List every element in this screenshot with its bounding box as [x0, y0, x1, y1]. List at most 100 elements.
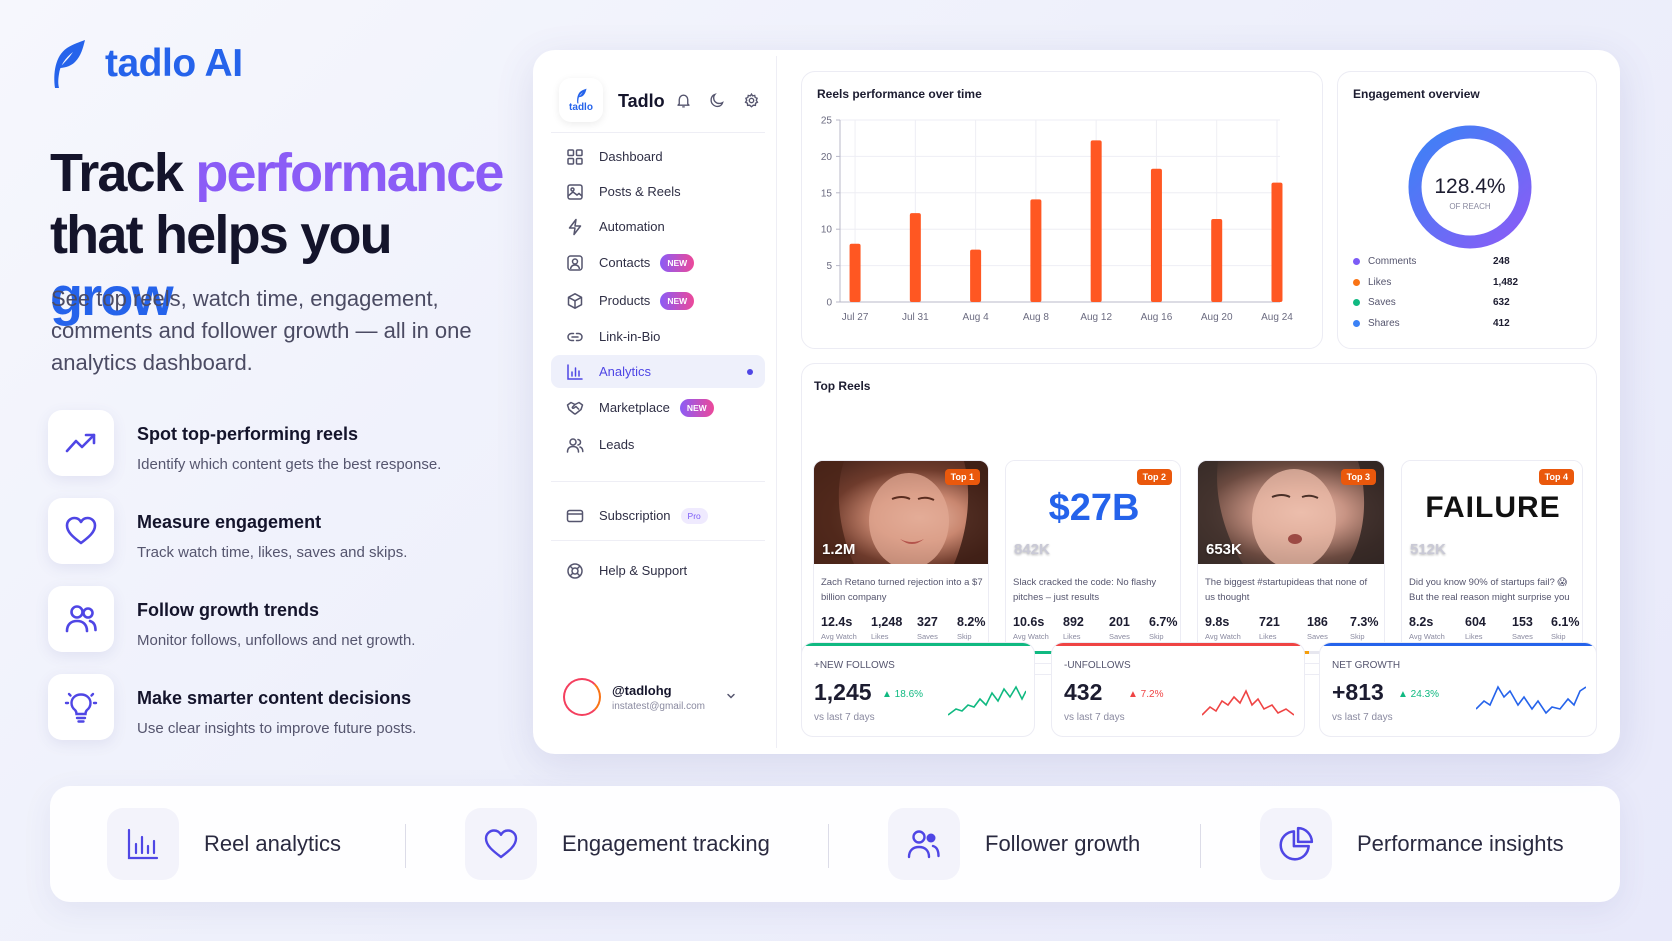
- handshake-icon: [565, 398, 585, 418]
- metric-accent: [1052, 643, 1304, 646]
- skip-label: Skip: [1149, 632, 1164, 641]
- y-tick-label: 5: [826, 261, 832, 272]
- sidebar-divider: [551, 132, 765, 133]
- gear-icon[interactable]: [743, 92, 760, 109]
- users-icon: [48, 586, 114, 652]
- sidebar-item-dashboard[interactable]: Dashboard: [551, 140, 765, 173]
- skip-label: Skip: [957, 632, 972, 641]
- leaf-logo-icon: [577, 88, 587, 103]
- reel-card[interactable]: Top 1 1.2M Zach Retano turned rejection …: [813, 460, 989, 664]
- header-tools: [675, 92, 760, 109]
- leads-icon: [565, 435, 585, 455]
- chart-bar: [1090, 140, 1102, 302]
- reel-card[interactable]: $27B Top 2 842K Slack cracked the code: …: [1005, 460, 1181, 664]
- reel-views: 1.2M: [822, 541, 856, 558]
- legend-value: 1,482: [1493, 276, 1519, 288]
- likes-value: 1,248: [871, 615, 903, 629]
- metric-label: +NEW FOLLOWS: [814, 660, 895, 671]
- saves-value: 186: [1307, 615, 1328, 629]
- likes-label: Likes: [1063, 632, 1081, 641]
- feature-desc: Use clear insights to improve future pos…: [137, 720, 417, 737]
- sidebar-item-automation[interactable]: Automation: [551, 210, 765, 243]
- dashboard-window: tadlo Tadlo Dashboard Posts & Reels Auto…: [533, 50, 1620, 754]
- trending-up-icon: [48, 410, 114, 476]
- feature-item: Make smarter content decisions Use clear…: [48, 674, 488, 742]
- bell-icon[interactable]: [675, 92, 692, 109]
- legend-dot: [1353, 278, 1360, 286]
- legend-item: Shares 412: [1353, 315, 1513, 331]
- portrait-image: [1198, 461, 1384, 564]
- chart-bar: [1211, 219, 1223, 302]
- app-name: Tadlo: [618, 91, 665, 111]
- new-badge: NEW: [660, 291, 695, 310]
- sidebar-item-products[interactable]: Products NEW: [551, 284, 765, 317]
- sidebar-item-label: Link-in-Bio: [599, 329, 661, 344]
- chevron-down-icon[interactable]: [725, 690, 737, 702]
- sidebar-item-leads[interactable]: Leads: [551, 428, 765, 461]
- sidebar-item-posts-reels[interactable]: Posts & Reels: [551, 175, 765, 208]
- reel-card[interactable]: Top 3 653K The biggest #startupideas tha…: [1197, 460, 1385, 664]
- metric-label: NET GROWTH: [1332, 660, 1401, 671]
- lightbulb-icon: [48, 674, 114, 740]
- metric-value: +813: [1332, 679, 1384, 705]
- metric-new-follows: +NEW FOLLOWS 1,245 ▲ 18.6% vs last 7 day…: [801, 642, 1035, 737]
- x-tick-label: Jul 27: [842, 312, 869, 323]
- legend-item: Comments 248: [1353, 253, 1513, 269]
- engagement-donut: [1408, 125, 1532, 249]
- reel-card[interactable]: FAILURE Top 4 512K Did you know 90% of s…: [1401, 460, 1583, 664]
- rank-badge: Top 3: [1340, 469, 1376, 485]
- reel-views: 653K: [1206, 541, 1242, 558]
- portrait-image: [814, 461, 988, 564]
- sidebar-item-label: Leads: [599, 437, 635, 452]
- separator: [828, 824, 829, 868]
- engagement-value: 128.4%: [1434, 175, 1506, 198]
- moon-icon[interactable]: [709, 92, 726, 109]
- app-logo[interactable]: tadlo: [559, 78, 603, 122]
- headline-highlight-grow: grow: [50, 267, 174, 327]
- legend-dot: [1353, 319, 1360, 327]
- sidebar-item-analytics[interactable]: Analytics: [551, 355, 765, 388]
- sidebar-item-label: Posts & Reels: [599, 184, 681, 199]
- metric-accent: [1320, 643, 1596, 646]
- sidebar-item-link-in-bio[interactable]: Link-in-Bio: [551, 320, 765, 353]
- sidebar-item-contacts[interactable]: Contacts NEW: [551, 246, 765, 279]
- x-tick-label: Jul 31: [902, 312, 929, 323]
- skip-value: 7.3%: [1350, 615, 1379, 629]
- feature-desc: Monitor follows, unfollows and net growt…: [137, 632, 416, 649]
- image-icon: [565, 182, 585, 202]
- feature-title: Make smarter content decisions: [137, 688, 412, 708]
- chart-bar: [849, 243, 861, 302]
- sidebar-item-label: Products: [599, 293, 651, 308]
- avg-watch-label: Avg Watch: [821, 632, 857, 641]
- x-tick-label: Aug 8: [1023, 312, 1050, 323]
- saves-value: 201: [1109, 615, 1130, 629]
- feature-bar: Reel analytics Engagement tracking Follo…: [50, 786, 1620, 902]
- brand-name: tadlo AI: [105, 42, 243, 85]
- user-menu[interactable]: @tadlohg instatest@gmail.com: [563, 678, 753, 718]
- metric-change: ▲ 18.6%: [882, 689, 924, 700]
- chart-title: Reels performance over time: [817, 87, 982, 101]
- sidebar-divider: [551, 540, 765, 541]
- separator: [1200, 824, 1201, 868]
- brand: tadlo AI: [47, 38, 243, 90]
- active-indicator: [747, 368, 753, 375]
- sidebar: tadlo Tadlo Dashboard Posts & Reels Auto…: [539, 56, 777, 748]
- saves-value: 327: [917, 615, 938, 629]
- saves-label: Saves: [1109, 632, 1130, 641]
- likes-label: Likes: [871, 632, 889, 641]
- x-tick-label: Aug 16: [1141, 312, 1173, 323]
- sidebar-item-subscription[interactable]: Subscription Pro: [551, 499, 765, 532]
- metric-change: ▲ 24.3%: [1398, 689, 1440, 700]
- skip-value: 6.7%: [1149, 615, 1178, 629]
- sparkline: [948, 685, 1026, 716]
- rank-badge: Top 1: [944, 469, 980, 485]
- reel-caption: Slack cracked the code: No flashy pitche…: [1013, 577, 1157, 603]
- pie-chart-icon: [1260, 808, 1332, 880]
- lifebuoy-icon: [565, 561, 585, 581]
- likes-value: 892: [1063, 615, 1084, 629]
- feature-title: Follow growth trends: [137, 600, 319, 620]
- x-tick-label: Aug 24: [1261, 312, 1293, 323]
- sidebar-item-help[interactable]: Help & Support: [551, 554, 765, 587]
- sidebar-item-marketplace[interactable]: Marketplace NEW: [551, 391, 765, 424]
- engagement-overview-card: Engagement overview 128.4% OF REACH Comm…: [1337, 71, 1597, 349]
